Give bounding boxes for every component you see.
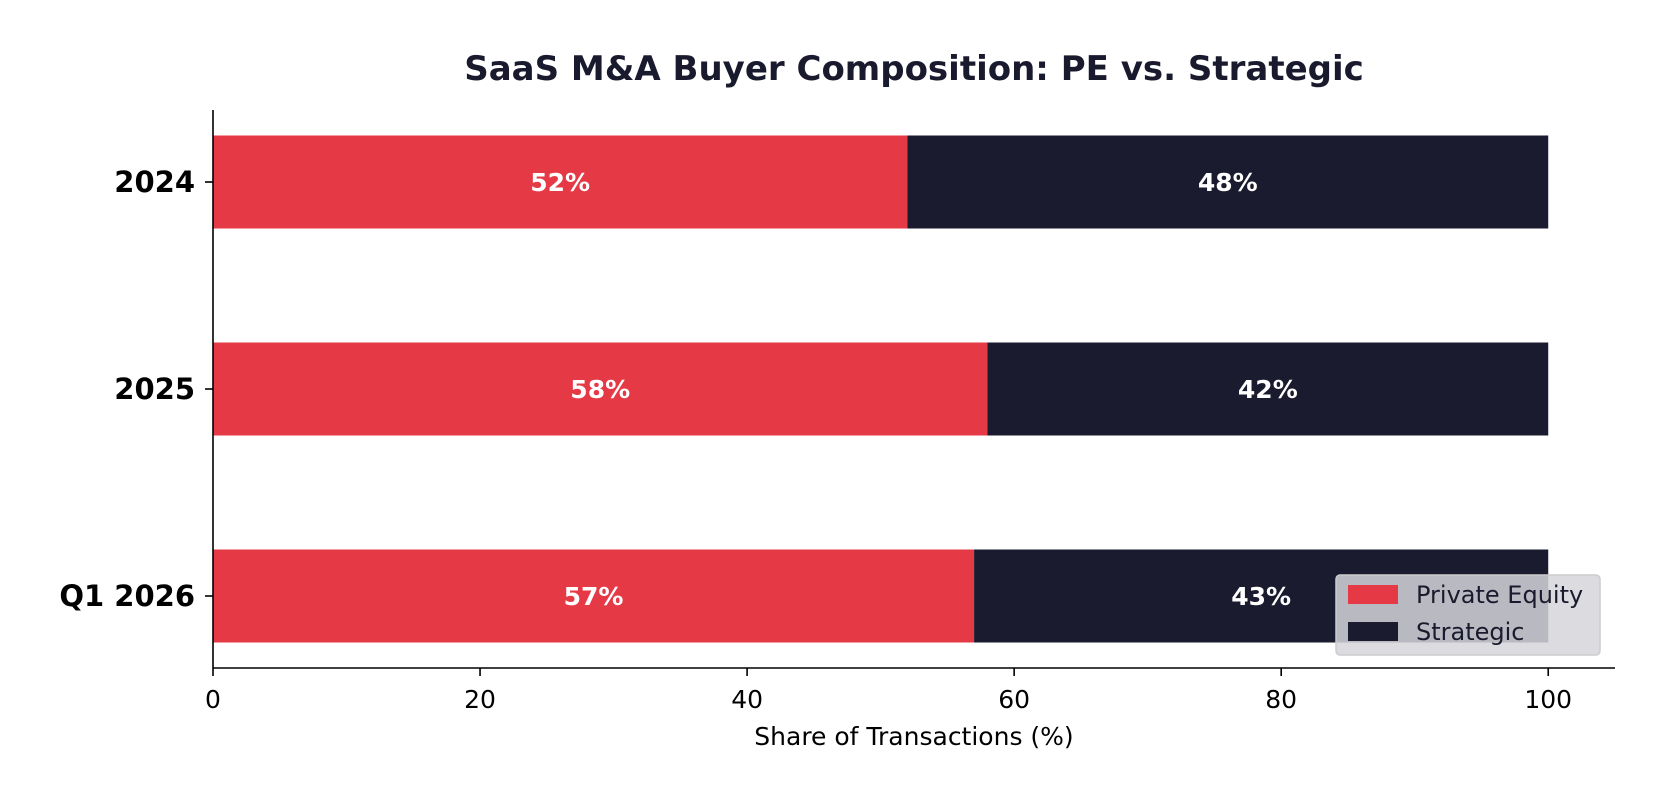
- legend-swatch-strategic: [1348, 622, 1398, 641]
- x-tick-label: 60: [998, 685, 1030, 714]
- bar-strategic-2024: [907, 135, 1549, 229]
- x-tick-label: 100: [1524, 685, 1572, 714]
- bar-labels-layer: 52% 48% 58% 42% 57% 43%: [530, 168, 1298, 611]
- bar-private-equity-q1-2026: [213, 549, 975, 643]
- bar-value-label: 43%: [1231, 582, 1291, 611]
- x-tick-label: 20: [464, 685, 496, 714]
- bar-strategic-2025: [987, 342, 1549, 436]
- bars-layer: [213, 135, 1549, 643]
- chart-title: SaaS M&A Buyer Composition: PE vs. Strat…: [464, 49, 1364, 89]
- legend-box: [1335, 574, 1601, 656]
- bar-value-label: 57%: [564, 582, 624, 611]
- category-labels-layer: 2024 2025 Q1 2026: [59, 165, 213, 613]
- legend: Private Equity Strategic: [1335, 574, 1601, 656]
- bar-value-label: 48%: [1198, 168, 1258, 197]
- x-ticks-layer: 0 20 40 60 80 100: [205, 668, 1572, 714]
- bar-value-label: 52%: [530, 168, 590, 197]
- category-label: 2024: [114, 165, 195, 199]
- category-label: 2025: [114, 372, 195, 406]
- legend-label-strategic: Strategic: [1416, 618, 1525, 646]
- x-tick-label: 40: [731, 685, 763, 714]
- bar-value-label: 42%: [1238, 375, 1298, 404]
- bar-private-equity-2024: [213, 135, 908, 229]
- x-tick-label: 80: [1265, 685, 1297, 714]
- x-axis-label: Share of Transactions (%): [754, 722, 1073, 751]
- bar-value-label: 58%: [570, 375, 630, 404]
- legend-label-private-equity: Private Equity: [1416, 581, 1583, 609]
- bar-private-equity-2025: [213, 342, 988, 436]
- legend-swatch-private-equity: [1348, 585, 1398, 604]
- category-label: Q1 2026: [59, 579, 195, 613]
- x-tick-label: 0: [205, 685, 221, 714]
